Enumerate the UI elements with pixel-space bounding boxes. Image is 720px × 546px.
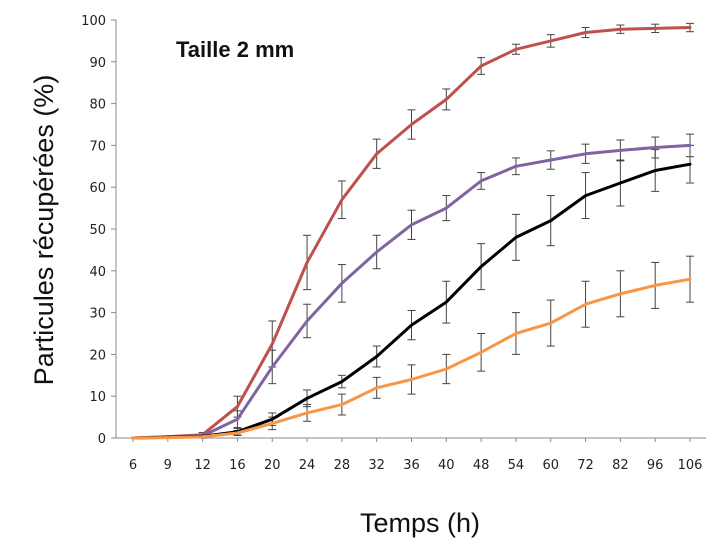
- x-tick-label: 16: [229, 458, 246, 473]
- x-tick-label: 106: [678, 458, 703, 473]
- y-tick-label: 10: [89, 390, 106, 405]
- y-tick-label: 20: [89, 348, 106, 363]
- y-ticks: 0 10 20 30 40 50 60 70 80 90 100: [81, 14, 116, 447]
- y-tick-label: 100: [81, 14, 106, 29]
- x-tick-label: 82: [612, 458, 629, 473]
- y-tick-label: 0: [98, 432, 106, 447]
- x-axis-label: Temps (h): [360, 508, 480, 538]
- x-tick-label: 72: [577, 458, 594, 473]
- error-bars: [198, 22, 694, 439]
- x-tick-label: 96: [647, 458, 664, 473]
- x-tick-label: 24: [299, 458, 316, 473]
- x-tick-label: 48: [473, 458, 490, 473]
- y-tick-label: 70: [89, 139, 106, 154]
- y-tick-label: 90: [89, 56, 106, 71]
- x-tick-label: 20: [264, 458, 281, 473]
- y-tick-label: 40: [89, 265, 106, 280]
- x-tick-label: 6: [129, 458, 137, 473]
- chart-annotation: Taille 2 mm: [176, 37, 294, 62]
- x-tick-label: 28: [334, 458, 351, 473]
- y-tick-label: 80: [89, 98, 106, 113]
- series-line-2: [131, 143, 692, 440]
- x-tick-label: 36: [403, 458, 420, 473]
- x-tick-label: 54: [508, 458, 525, 473]
- x-tick-label: 12: [194, 458, 211, 473]
- series-lines: [131, 26, 692, 440]
- y-tick-label: 60: [89, 181, 106, 196]
- x-tick-label: 60: [542, 458, 559, 473]
- y-axis-label: Particules récupérées (%): [29, 75, 59, 386]
- y-tick-label: 50: [89, 223, 106, 238]
- series-line-3: [131, 162, 692, 440]
- x-ticks: 6 9 12 16 20 24 28 32 36 40 48 54 60 72 82 96 106: [129, 438, 703, 473]
- series-line-1: [131, 26, 692, 440]
- series-line-4: [131, 277, 692, 440]
- x-tick-label: 9: [164, 458, 172, 473]
- x-tick-label: 40: [438, 458, 455, 473]
- x-tick-label: 32: [368, 458, 385, 473]
- y-tick-label: 30: [89, 307, 106, 322]
